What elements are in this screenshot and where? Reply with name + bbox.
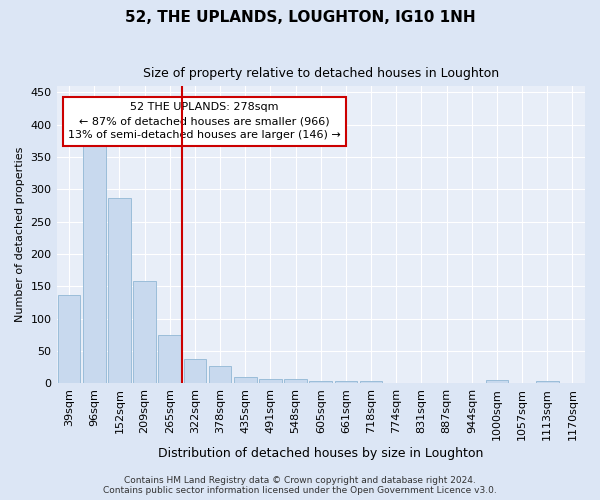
Bar <box>335 380 357 384</box>
Bar <box>360 380 382 384</box>
Bar <box>259 379 282 384</box>
Bar <box>133 281 156 384</box>
Bar <box>58 296 80 384</box>
Bar <box>184 358 206 384</box>
Bar <box>485 380 508 384</box>
Text: 52, THE UPLANDS, LOUGHTON, IG10 1NH: 52, THE UPLANDS, LOUGHTON, IG10 1NH <box>125 10 475 25</box>
Bar <box>209 366 232 384</box>
Bar <box>158 336 181 384</box>
Title: Size of property relative to detached houses in Loughton: Size of property relative to detached ho… <box>143 68 499 80</box>
Text: Contains HM Land Registry data © Crown copyright and database right 2024.
Contai: Contains HM Land Registry data © Crown c… <box>103 476 497 495</box>
Bar <box>310 380 332 384</box>
Bar <box>284 380 307 384</box>
X-axis label: Distribution of detached houses by size in Loughton: Distribution of detached houses by size … <box>158 447 484 460</box>
Y-axis label: Number of detached properties: Number of detached properties <box>15 147 25 322</box>
Bar <box>234 377 257 384</box>
Bar <box>108 198 131 384</box>
Bar <box>83 141 106 384</box>
Text: 52 THE UPLANDS: 278sqm
← 87% of detached houses are smaller (966)
13% of semi-de: 52 THE UPLANDS: 278sqm ← 87% of detached… <box>68 102 341 140</box>
Bar <box>536 380 559 384</box>
